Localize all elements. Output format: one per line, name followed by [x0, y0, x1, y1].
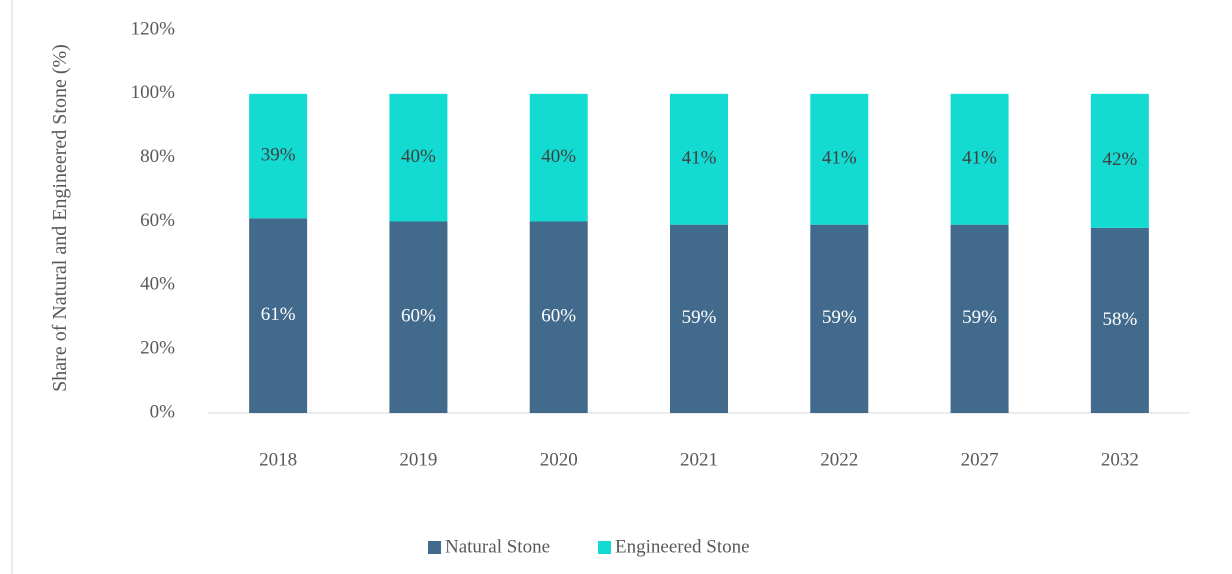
y-tick-label: 40%	[140, 274, 175, 295]
legend-swatch	[428, 541, 441, 554]
data-label: 42%	[1102, 149, 1137, 170]
y-tick-label: 80%	[140, 146, 175, 167]
data-label: 41%	[962, 148, 997, 169]
bar-segment	[1090, 93, 1149, 228]
x-tick-label: 2019	[399, 449, 437, 470]
y-tick-label: 0%	[150, 401, 176, 422]
y-tick-label: 60%	[140, 210, 175, 231]
x-tick-label: 2018	[259, 449, 297, 470]
x-tick-label: 2020	[540, 449, 578, 470]
bar-segment	[249, 93, 308, 219]
y-tick-label: 100%	[131, 82, 176, 103]
bar-segment	[529, 221, 588, 413]
x-tick-label: 2027	[961, 449, 999, 470]
data-label: 41%	[682, 148, 717, 169]
x-tick-label: 2032	[1101, 449, 1139, 470]
legend-swatch	[598, 541, 612, 554]
y-axis-title: Share of Natural and Engineered Stone (%…	[49, 44, 71, 392]
data-label: 60%	[541, 306, 576, 327]
bar-segment	[389, 221, 448, 413]
bar-segment	[670, 93, 728, 225]
bar-segment	[389, 93, 448, 222]
legend-label: Natural Stone	[445, 536, 550, 557]
bar-segment	[249, 218, 308, 413]
y-tick-label: 20%	[140, 338, 175, 359]
data-label: 41%	[822, 148, 857, 169]
data-label: 60%	[401, 306, 436, 327]
data-label: 61%	[261, 304, 296, 325]
data-label: 58%	[1102, 309, 1137, 330]
bar-segment	[529, 93, 588, 222]
data-label: 59%	[822, 307, 857, 328]
data-label: 39%	[261, 144, 296, 165]
y-tick-label: 120%	[131, 18, 176, 39]
bar-segment	[950, 224, 1009, 413]
data-label: 59%	[682, 307, 717, 328]
data-label: 40%	[541, 146, 576, 167]
data-label: 40%	[401, 146, 436, 167]
bar-segment	[670, 224, 728, 413]
legend-label: Engineered Stone	[615, 536, 750, 557]
bar-segment	[1090, 227, 1149, 413]
data-label: 59%	[962, 307, 997, 328]
bar-segment	[810, 224, 869, 413]
bar-segment	[810, 93, 869, 225]
x-tick-label: 2021	[680, 449, 718, 470]
bar-segment	[950, 93, 1009, 225]
x-tick-label: 2022	[820, 449, 858, 470]
